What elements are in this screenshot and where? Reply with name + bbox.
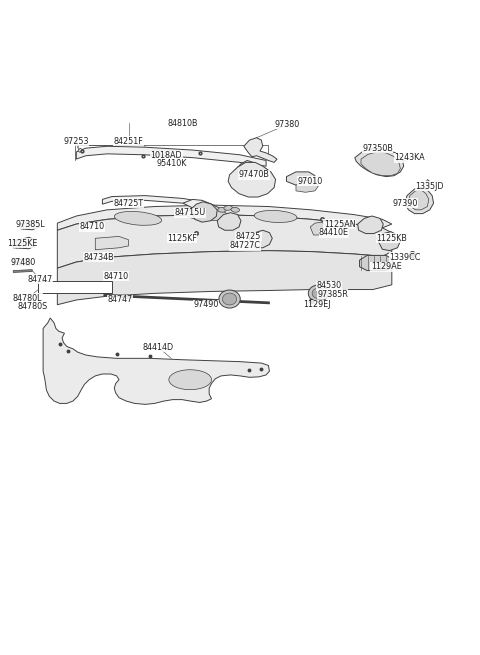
Text: 84727C: 84727C <box>229 242 260 250</box>
Polygon shape <box>310 222 326 235</box>
Polygon shape <box>228 162 276 197</box>
Polygon shape <box>358 216 384 234</box>
Ellipse shape <box>169 369 212 390</box>
Text: 97385R: 97385R <box>317 290 348 299</box>
Polygon shape <box>96 236 129 250</box>
Text: 84725T: 84725T <box>113 198 144 208</box>
Polygon shape <box>13 259 31 265</box>
Text: 97470B: 97470B <box>239 170 270 179</box>
Text: 84251F: 84251F <box>114 136 144 145</box>
Text: 84780S: 84780S <box>17 302 48 310</box>
Polygon shape <box>377 232 400 251</box>
Ellipse shape <box>224 206 232 210</box>
Text: 1129EJ: 1129EJ <box>303 300 331 309</box>
Polygon shape <box>57 215 392 268</box>
Text: 97385L: 97385L <box>15 219 45 229</box>
Polygon shape <box>190 202 217 222</box>
Polygon shape <box>287 172 315 185</box>
Text: 84710: 84710 <box>79 223 105 231</box>
Text: 84780L: 84780L <box>12 293 42 303</box>
Text: 84414D: 84414D <box>143 343 174 352</box>
Polygon shape <box>355 148 404 177</box>
Ellipse shape <box>231 208 240 212</box>
Text: 97350B: 97350B <box>362 143 393 153</box>
Text: 1125AN: 1125AN <box>324 219 356 229</box>
Text: 84810B: 84810B <box>168 119 198 128</box>
Text: 84410E: 84410E <box>319 228 349 237</box>
Text: 95410K: 95410K <box>156 159 186 168</box>
Polygon shape <box>150 153 162 158</box>
Text: 84734B: 84734B <box>84 253 114 262</box>
Text: 97480: 97480 <box>10 257 36 267</box>
Polygon shape <box>43 318 269 404</box>
Text: 97490: 97490 <box>193 300 218 309</box>
Text: 84530: 84530 <box>317 281 342 290</box>
Text: 97380: 97380 <box>275 120 300 129</box>
Ellipse shape <box>114 212 162 225</box>
Text: 1129AE: 1129AE <box>371 262 401 271</box>
Polygon shape <box>235 160 255 181</box>
Polygon shape <box>76 146 266 166</box>
Text: 1335JD: 1335JD <box>416 181 444 191</box>
Ellipse shape <box>185 208 228 221</box>
Text: 97253: 97253 <box>63 136 89 145</box>
Text: 97010: 97010 <box>298 177 323 186</box>
Text: 84710: 84710 <box>103 272 128 281</box>
Ellipse shape <box>254 210 297 223</box>
Polygon shape <box>360 255 393 271</box>
Text: 84747: 84747 <box>108 295 133 305</box>
Text: 1125KE: 1125KE <box>8 238 38 248</box>
Text: 1125KB: 1125KB <box>376 234 407 243</box>
Text: 1018AD: 1018AD <box>151 151 182 160</box>
Polygon shape <box>405 187 433 214</box>
Polygon shape <box>217 213 241 231</box>
Polygon shape <box>408 190 429 210</box>
Text: 84715U: 84715U <box>175 208 206 217</box>
Polygon shape <box>57 205 392 231</box>
Polygon shape <box>13 237 35 249</box>
Polygon shape <box>244 138 277 162</box>
Ellipse shape <box>219 290 240 308</box>
Polygon shape <box>426 179 430 187</box>
Text: 84747: 84747 <box>27 274 52 284</box>
Text: 1243KA: 1243KA <box>395 153 425 162</box>
Text: 1339CC: 1339CC <box>389 253 421 262</box>
Ellipse shape <box>308 285 328 302</box>
Polygon shape <box>249 231 272 248</box>
Polygon shape <box>361 152 400 176</box>
Polygon shape <box>13 270 32 272</box>
Polygon shape <box>183 199 221 213</box>
Ellipse shape <box>218 208 226 212</box>
Text: 84725: 84725 <box>236 232 261 241</box>
Ellipse shape <box>222 293 237 305</box>
Polygon shape <box>102 196 202 206</box>
Text: 97390: 97390 <box>393 198 418 208</box>
Polygon shape <box>78 148 83 153</box>
Ellipse shape <box>312 288 324 299</box>
Text: 1125KF: 1125KF <box>167 234 197 243</box>
Polygon shape <box>296 180 318 193</box>
Polygon shape <box>38 281 112 293</box>
Polygon shape <box>21 221 40 230</box>
Polygon shape <box>57 251 392 305</box>
